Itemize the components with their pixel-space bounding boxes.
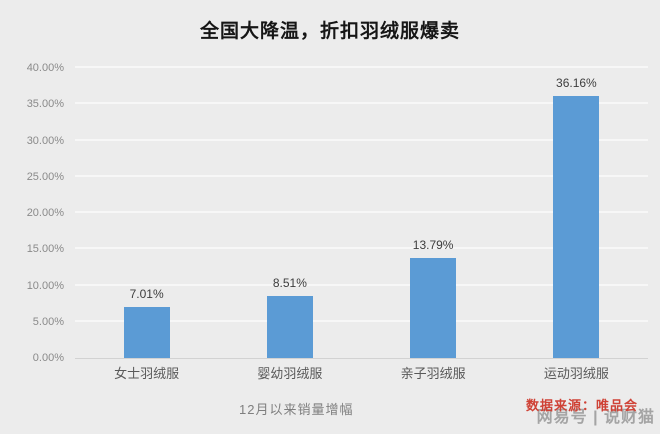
gridline (75, 174, 648, 177)
y-tick-label: 30.00% (26, 134, 64, 147)
bar-group: 13.79% (362, 68, 505, 358)
bar-婴幼羽绒服 (266, 296, 313, 358)
chart-title: 全国大降温，折扣羽绒服爆卖 (199, 21, 460, 42)
plot-area: 7.01% 8.51% 13.79% 36.16% (75, 66, 648, 359)
gridline (75, 138, 648, 141)
x-axis-label: 亲子羽绒服 (400, 366, 466, 381)
data-source: 数据来源：唯品会 (525, 398, 638, 413)
axis-note: 12月以来销量增幅 (239, 402, 354, 417)
watermark: 网易号 | 说财猫 (536, 409, 655, 426)
gridline (75, 319, 648, 322)
y-tick-label: 0.00% (32, 352, 64, 364)
y-tick-label: 15.00% (26, 243, 64, 256)
y-tick-label: 40.00% (26, 62, 64, 74)
bar-group: 7.01% (75, 68, 218, 358)
gridline (75, 102, 648, 105)
bar-value-label: 7.01% (129, 287, 164, 302)
gridline (75, 247, 648, 250)
y-axis: 0.00% 5.00% 10.00% 15.00% 20.00% 25.00% 30.00%… (0, 62, 68, 364)
y-tick-label: 20.00% (26, 207, 64, 219)
bar-亲子羽绒服 (410, 258, 457, 358)
x-axis-label: 婴幼羽绒服 (257, 366, 323, 381)
bar-value-label: 36.16% (556, 75, 597, 90)
x-axis-label: 女士羽绒服 (114, 366, 180, 381)
y-tick-label: 10.00% (26, 279, 64, 292)
bar-value-label: 13.79% (412, 238, 454, 253)
gridline (75, 66, 648, 68)
bar-运动羽绒服 (553, 95, 600, 358)
y-tick-label: 35.00% (26, 98, 64, 111)
gridline (75, 211, 648, 213)
bar-女士羽绒服 (123, 307, 170, 358)
x-axis-label: 运动羽绒服 (543, 366, 609, 381)
bar-group: 36.16% (505, 68, 648, 358)
bar-group: 8.51% (218, 68, 361, 358)
y-tick-label: 5.00% (32, 315, 64, 328)
gridline (75, 283, 648, 286)
y-tick-label: 25.00% (26, 170, 64, 183)
bar-value-label: 8.51% (272, 276, 307, 291)
